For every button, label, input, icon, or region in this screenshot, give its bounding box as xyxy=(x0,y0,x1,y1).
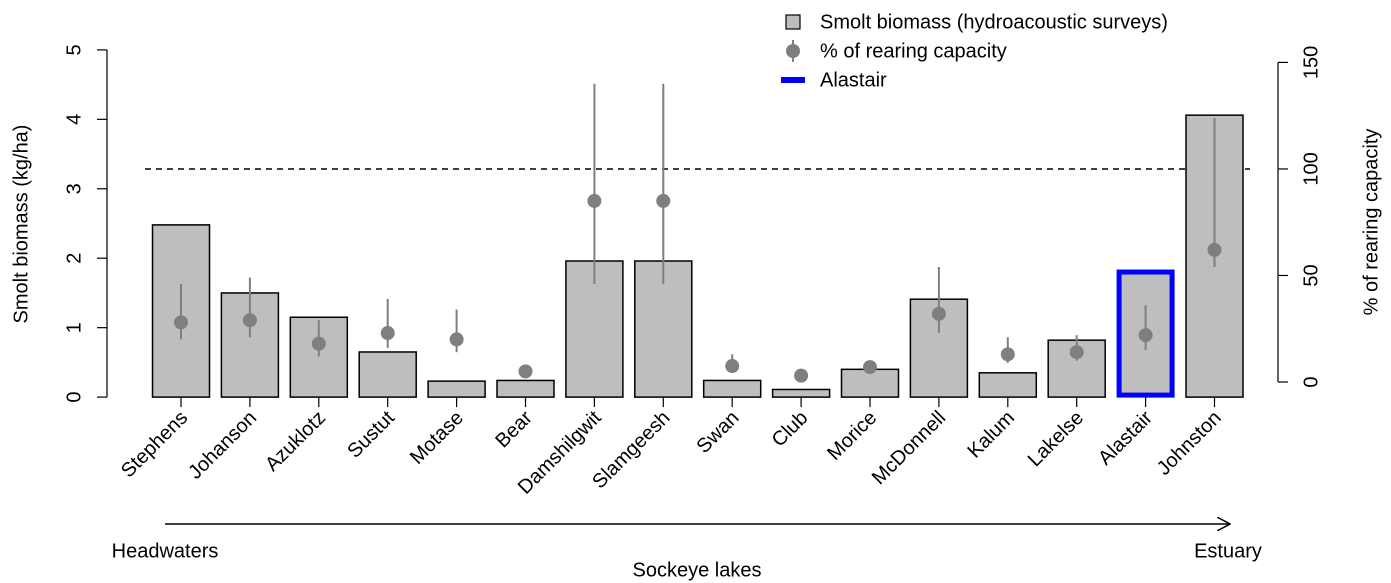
bar xyxy=(427,380,486,398)
annotation: Estuary xyxy=(1194,540,1262,562)
legend-label: Smolt biomass (hydroacoustic surveys) xyxy=(820,11,1168,33)
x-tick-label: Johanson xyxy=(184,407,261,484)
point xyxy=(174,315,188,330)
point xyxy=(725,359,740,374)
point xyxy=(1207,242,1222,257)
bar xyxy=(358,351,417,398)
point xyxy=(587,193,602,208)
x-tick-label: Morice xyxy=(823,407,881,465)
x-tick-label: Johnston xyxy=(1153,407,1226,480)
x-tick-label: Swan xyxy=(693,407,744,458)
point xyxy=(242,313,257,328)
y2-tick-label: 150 xyxy=(1300,46,1322,79)
x-tick-label: Lakelse xyxy=(1024,407,1088,471)
point xyxy=(449,332,464,347)
legend-swatch xyxy=(785,14,801,30)
x-tick-label: McDonnell xyxy=(868,407,950,489)
bar xyxy=(771,388,831,398)
x-tick-label: Club xyxy=(768,407,813,452)
bar xyxy=(702,379,762,398)
bar xyxy=(978,372,1038,398)
y-tick-label: 5 xyxy=(63,44,85,55)
y2-tick-label: 100 xyxy=(1300,152,1322,185)
y-tick-label: 1 xyxy=(63,322,85,333)
legend-swatch xyxy=(786,44,800,58)
point xyxy=(656,193,671,208)
point xyxy=(1069,345,1084,360)
x-tick-label: Azuklotz xyxy=(261,407,330,476)
y2-tick-label: 50 xyxy=(1300,264,1322,286)
point xyxy=(794,368,809,383)
bar xyxy=(496,379,555,398)
x-tick-label: Bear xyxy=(491,407,537,453)
point xyxy=(380,326,395,341)
y-tick-label: 3 xyxy=(63,183,85,194)
x-tick-label: Motase xyxy=(406,407,468,469)
y-axis-label: Smolt biomass (kg/ha) xyxy=(10,125,32,324)
point xyxy=(311,336,326,351)
x-tick-label: Sustut xyxy=(343,407,399,463)
y-tick-label: 0 xyxy=(63,392,85,403)
annotation: Headwaters xyxy=(112,540,219,562)
y-tick-label: 4 xyxy=(63,114,85,125)
x-tick-label: Alastair xyxy=(1094,407,1157,470)
x-tick-label: Kalum xyxy=(963,407,1019,463)
point xyxy=(1000,347,1015,362)
point xyxy=(1138,328,1153,343)
y2-axis-label: % of rearing capacity xyxy=(1360,129,1382,316)
y2-tick-label: 0 xyxy=(1300,376,1322,387)
y-tick-label: 2 xyxy=(63,253,85,264)
point xyxy=(931,306,946,321)
point xyxy=(863,360,877,375)
legend-label: Alastair xyxy=(820,69,887,91)
x-axis-label: Sockeye lakes xyxy=(633,559,762,581)
x-tick-label: Stephens xyxy=(117,407,192,482)
point xyxy=(518,364,533,379)
legend-label: % of rearing capacity xyxy=(820,40,1007,62)
